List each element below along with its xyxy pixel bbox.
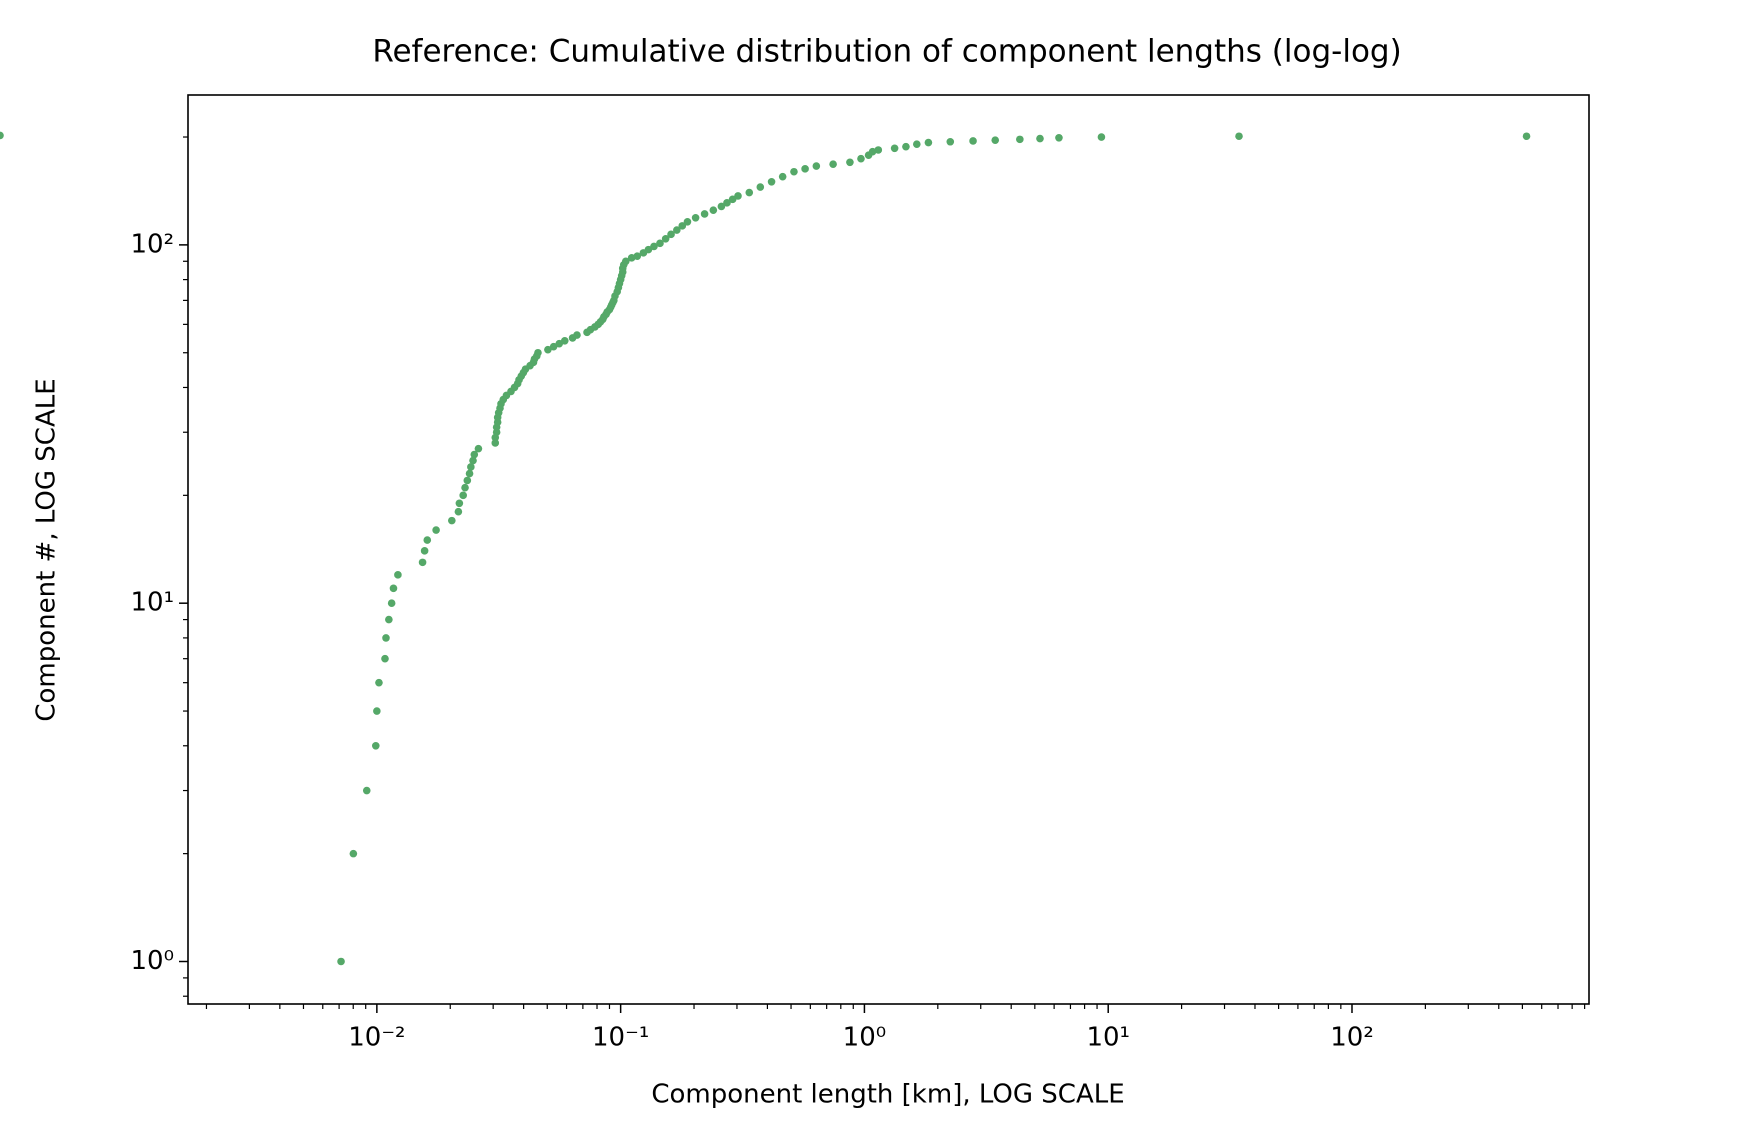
point (349, 849, 358, 858)
point (454, 507, 463, 516)
plot-frame (187, 94, 1590, 1005)
point (465, 469, 474, 478)
x-tick-label: 10⁻¹ (592, 1023, 649, 1053)
point (463, 476, 472, 485)
point (756, 183, 765, 191)
point (829, 160, 837, 168)
point (778, 172, 787, 181)
point (385, 615, 393, 624)
point (667, 230, 675, 239)
point (394, 571, 402, 579)
point (650, 242, 658, 251)
point (661, 234, 670, 243)
point (1235, 132, 1243, 141)
x-tick-label: 10² (1330, 1023, 1374, 1053)
point (812, 162, 821, 170)
point (418, 558, 427, 567)
point (470, 450, 479, 459)
x-tick-label: 10¹ (1086, 1023, 1130, 1053)
point (1055, 133, 1063, 142)
point (991, 136, 1000, 144)
point (432, 526, 440, 534)
point (902, 142, 910, 151)
point (723, 199, 731, 207)
point (448, 516, 456, 525)
point (683, 217, 692, 226)
point (560, 336, 569, 345)
x-tick-label: 10⁰ (843, 1023, 887, 1053)
point (691, 214, 700, 222)
point (644, 245, 653, 254)
point (549, 342, 558, 351)
point (717, 202, 726, 211)
point (362, 786, 371, 795)
point (382, 634, 390, 642)
x-axis-label: Component length [km], LOG SCALE (651, 1080, 1124, 1110)
point (857, 154, 865, 163)
point (633, 252, 642, 260)
y-tick-label: 10⁰ (130, 946, 174, 976)
point (846, 158, 854, 167)
point (874, 146, 883, 154)
point (946, 137, 955, 146)
point (491, 439, 500, 447)
point (373, 707, 381, 715)
point (573, 331, 581, 339)
point (656, 239, 664, 248)
point (913, 140, 921, 148)
point (534, 348, 542, 357)
point (709, 206, 718, 214)
y-tick-label: 10² (130, 229, 174, 259)
point (734, 192, 742, 200)
point (375, 678, 383, 687)
point (622, 257, 630, 266)
point (455, 499, 464, 508)
point (459, 491, 467, 500)
point (387, 599, 396, 607)
point (728, 195, 737, 204)
chart-title: Reference: Cumulative distribution of co… (372, 34, 1401, 70)
point (544, 345, 552, 354)
point (0, 131, 4, 140)
point (1036, 134, 1044, 143)
point (673, 226, 681, 234)
point (381, 654, 389, 663)
point (337, 957, 345, 966)
point (790, 167, 798, 176)
point (371, 741, 380, 750)
point (420, 547, 429, 555)
x-tick-label: 10⁻² (348, 1023, 405, 1053)
point (801, 165, 809, 173)
point (868, 147, 877, 156)
point (389, 584, 398, 593)
point (1522, 132, 1531, 141)
point (461, 483, 469, 492)
point (969, 137, 977, 145)
point (700, 210, 709, 218)
point (890, 144, 899, 153)
point (467, 463, 475, 471)
point (924, 138, 933, 147)
y-axis-label: Component #, LOG SCALE (32, 378, 62, 721)
point (1016, 135, 1024, 144)
point (474, 444, 483, 453)
point (423, 536, 432, 544)
point (745, 188, 754, 197)
point (678, 222, 687, 230)
point (469, 456, 477, 465)
point (1097, 133, 1106, 141)
point (767, 177, 776, 186)
y-tick-label: 10¹ (130, 588, 174, 618)
